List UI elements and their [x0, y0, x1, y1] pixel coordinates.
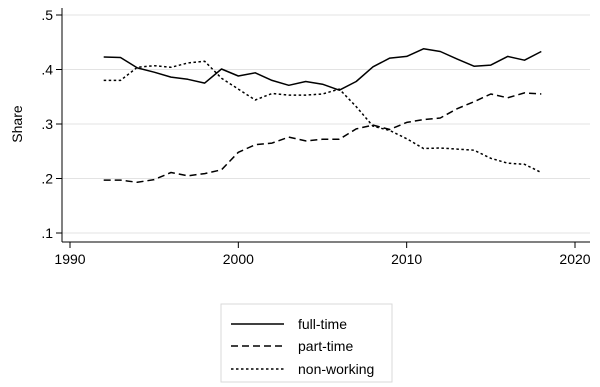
y-tick-label: .1 — [41, 225, 53, 241]
y-axis-title: Share — [9, 105, 25, 143]
y-tick-label: .2 — [41, 171, 53, 187]
legend-label-non-working: non-working — [298, 361, 374, 377]
legend-box — [220, 303, 393, 383]
x-tick-label: 1990 — [54, 251, 85, 267]
x-tick-label: 2000 — [223, 251, 254, 267]
gridlines — [62, 14, 590, 234]
series-lines — [103, 48, 542, 184]
y-tick-label: .4 — [41, 62, 53, 78]
legend-label-full-time: full-time — [298, 316, 347, 332]
x-axis-ticks: 1990 2000 2010 2020 — [54, 242, 591, 267]
series-line-non-working — [103, 60, 542, 174]
x-tick-label: 2020 — [559, 251, 590, 267]
y-tick-label: .5 — [41, 7, 53, 23]
x-tick-label: 2010 — [391, 251, 422, 267]
legend-label-part-time: part-time — [298, 338, 353, 354]
series-line-full-time — [103, 48, 542, 91]
series-line-part-time — [103, 92, 542, 184]
y-tick-label: .3 — [41, 116, 53, 132]
legend: full-time part-time non-working — [220, 303, 393, 383]
y-axis-ticks: .1 .2 .3 .4 .5 — [41, 7, 62, 241]
axes — [61, 8, 590, 243]
